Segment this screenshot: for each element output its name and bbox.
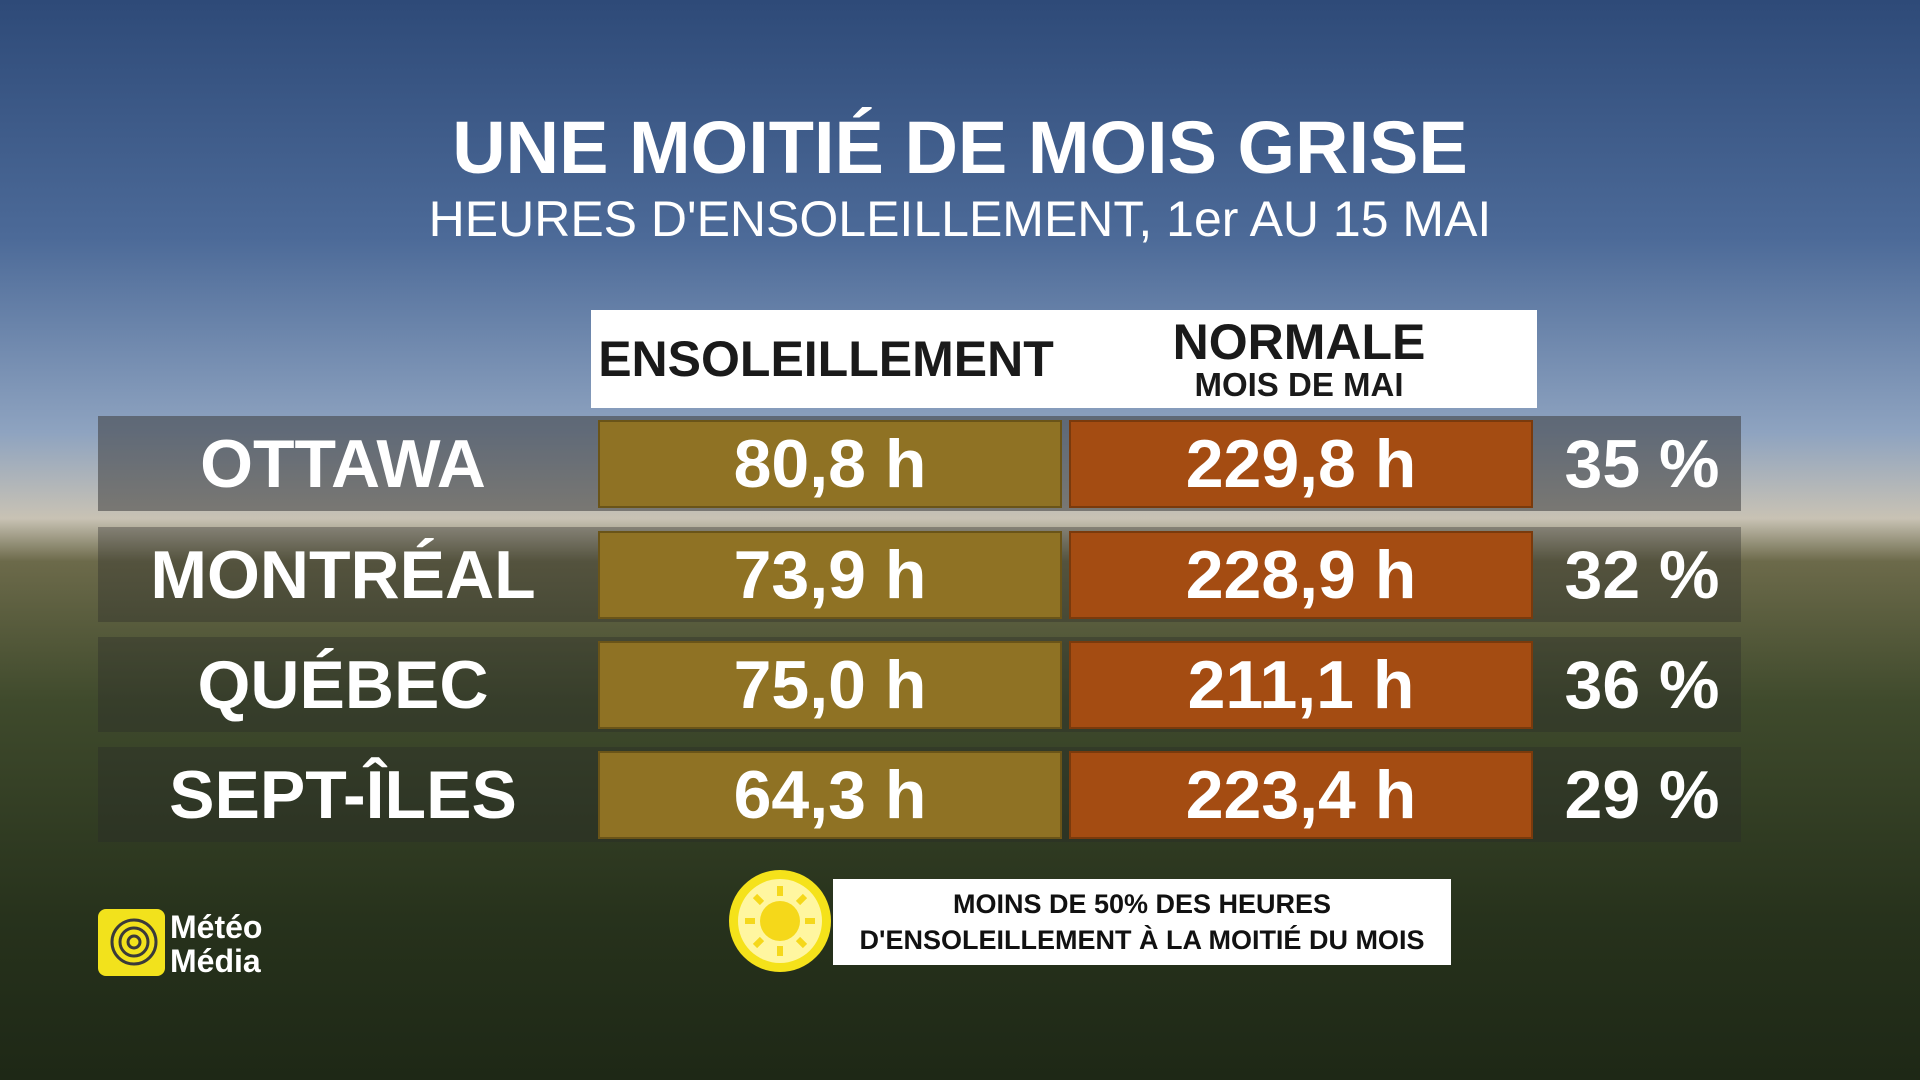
- city: QUÉBEC: [197, 647, 489, 723]
- subtitle: HEURES D'ENSOLEILLEMENT, 1er AU 15 MAI: [428, 191, 1492, 247]
- normal-value: 229,8 h: [1069, 420, 1533, 508]
- percentage: 29 %: [1564, 757, 1720, 833]
- city: OTTAWA: [200, 426, 486, 502]
- column-title: NORMALE: [1172, 314, 1426, 370]
- percentage: 35 %: [1564, 426, 1720, 502]
- column-subtitle: MOIS DE MAI: [1194, 366, 1404, 403]
- column-header: ENSOLEILLEMENT: [598, 331, 1054, 387]
- sun-icon: [729, 870, 831, 972]
- percentage: 36 %: [1564, 647, 1720, 723]
- note-line: MOINS DE 50% DES HEURES: [952, 889, 1332, 919]
- city: MONTRÉAL: [150, 537, 536, 613]
- note-line: D'ENSOLEILLEMENT À LA MOITIÉ DU MOIS: [859, 925, 1425, 955]
- logo-text: Météo Média: [170, 910, 262, 978]
- normal-value: 211,1 h: [1069, 641, 1533, 729]
- logo-icon: [98, 909, 165, 976]
- column-header: NORMALE MOIS DE MAI: [1061, 310, 1537, 408]
- table-row: SEPT-ÎLES 64,3 h 223,4 h 29 %: [98, 747, 1741, 842]
- city: SEPT-ÎLES: [169, 757, 517, 833]
- table-row: MONTRÉAL 73,9 h 228,9 h 32 %: [98, 527, 1741, 622]
- table-row: QUÉBEC 75,0 h 211,1 h 36 %: [98, 637, 1741, 732]
- normal-value: 228,9 h: [1069, 531, 1533, 619]
- percentage: 32 %: [1564, 537, 1720, 613]
- sunshine-value: 64,3 h: [598, 751, 1062, 839]
- table-row: OTTAWA 80,8 h 229,8 h 35 %: [98, 416, 1741, 511]
- sunshine-value: 80,8 h: [598, 420, 1062, 508]
- normal-value: 223,4 h: [1069, 751, 1533, 839]
- logo-line: Météo: [170, 909, 263, 945]
- sunshine-value: 73,9 h: [598, 531, 1062, 619]
- note: MOINS DE 50% DES HEURES D'ENSOLEILLEMENT…: [833, 879, 1451, 965]
- logo-line: Média: [170, 943, 261, 979]
- sunshine-value: 75,0 h: [598, 641, 1062, 729]
- title: UNE MOITIÉ DE MOIS GRISE: [452, 106, 1468, 189]
- table-header: ENSOLEILLEMENT NORMALE MOIS DE MAI: [591, 310, 1537, 408]
